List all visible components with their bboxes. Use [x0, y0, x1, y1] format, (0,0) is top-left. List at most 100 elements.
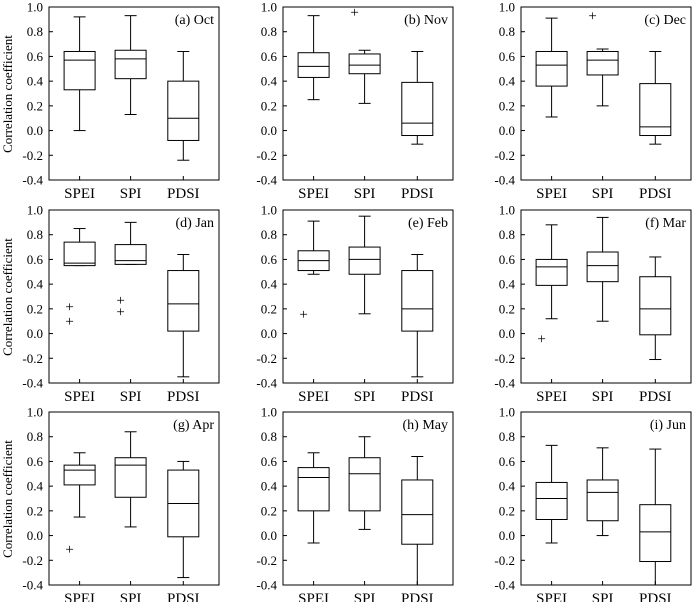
box-pdsi: [167, 80, 200, 141]
y-tick-label: -0.4: [256, 173, 277, 188]
y-tick-label: 0.2: [499, 98, 515, 113]
y-tick-label: -0.2: [22, 148, 43, 163]
y-tick-label: 0.2: [499, 301, 515, 316]
box-pdsi: [639, 83, 672, 137]
y-tick-label: -0.2: [256, 148, 277, 163]
box-spi: [114, 457, 147, 498]
box-spei: [297, 467, 330, 512]
y-tick-label: 0.6: [499, 454, 516, 469]
box-spi: [348, 457, 381, 512]
y-tick-label: 0.2: [261, 301, 277, 316]
category-label-spei: SPEI: [298, 186, 329, 202]
panel-title: (b) Nov: [404, 13, 448, 28]
panel-title: (a) Oct: [175, 13, 214, 28]
y-tick-label: 0.6: [261, 252, 278, 267]
y-tick-label: 0.4: [261, 74, 278, 89]
outlier-marker-spi: +: [116, 293, 124, 309]
outlier-marker-spi: +: [116, 304, 124, 320]
box-spei: [535, 481, 568, 521]
category-label-spei: SPEI: [536, 591, 567, 602]
category-label-spi: SPI: [120, 591, 142, 602]
box-spei: [63, 241, 96, 267]
y-tick-label: 0.2: [27, 98, 43, 113]
category-label-pdsi: PDSI: [167, 186, 200, 202]
category-label-pdsi: PDSI: [401, 389, 434, 405]
y-tick-label: 0.8: [499, 429, 515, 444]
box-spi: [586, 479, 619, 522]
y-tick-label: 0.4: [261, 277, 278, 292]
category-label-spi: SPI: [120, 389, 142, 405]
y-tick-label: -0.2: [256, 553, 277, 568]
y-tick-label: 0.8: [261, 24, 277, 39]
y-tick-label: 0.2: [261, 503, 277, 518]
box-spi: [348, 246, 381, 275]
y-tick-label: 0.8: [27, 429, 43, 444]
outlier-marker-spei: +: [537, 332, 545, 348]
y-tick-label: 0.8: [27, 24, 43, 39]
category-label-pdsi: PDSI: [639, 389, 672, 405]
y-tick-label: 0.0: [261, 326, 277, 341]
y-axis-label: Correlation coefficient: [0, 439, 15, 558]
y-tick-label: 0.4: [27, 479, 44, 494]
box-spei: [535, 50, 568, 87]
box-spei: [63, 464, 96, 486]
y-tick-label: 1.0: [27, 203, 43, 218]
y-tick-label: 0.6: [261, 49, 278, 64]
box-spei: [297, 52, 330, 78]
y-tick-label: 0.4: [261, 479, 278, 494]
y-tick-label: 0.0: [27, 528, 43, 543]
y-tick-label: 1.0: [27, 405, 43, 420]
box-spi: [114, 244, 147, 265]
y-tick-label: 0.4: [499, 479, 516, 494]
y-tick-label: -0.2: [22, 351, 43, 366]
category-label-spei: SPEI: [298, 591, 329, 602]
box-spi: [586, 251, 619, 283]
y-tick-label: 0.0: [261, 123, 277, 138]
y-tick-label: 0.6: [499, 49, 516, 64]
category-label-spei: SPEI: [298, 389, 329, 405]
y-tick-label: 0.0: [27, 123, 43, 138]
y-tick-label: 0.2: [499, 503, 515, 518]
y-tick-label: 1.0: [27, 0, 43, 15]
y-tick-label: 0.6: [261, 454, 278, 469]
y-tick-label: 0.8: [261, 429, 277, 444]
panel-title: (g) Apr: [173, 418, 214, 433]
box-spi: [586, 50, 619, 76]
category-label-spi: SPI: [354, 389, 376, 405]
y-axis-label: Correlation coefficient: [0, 237, 15, 356]
y-tick-label: -0.2: [22, 553, 43, 568]
panel-title: (d) Jan: [176, 216, 215, 231]
y-tick-label: -0.2: [494, 351, 515, 366]
y-tick-label: 0.2: [261, 98, 277, 113]
category-label-spi: SPI: [592, 186, 614, 202]
category-label-pdsi: PDSI: [639, 591, 672, 602]
category-label-spei: SPEI: [536, 186, 567, 202]
plot-frame: [520, 6, 692, 181]
y-tick-label: 1.0: [499, 405, 515, 420]
category-label-pdsi: PDSI: [639, 186, 672, 202]
box-spei: [535, 258, 568, 286]
outlier-marker-spei: +: [65, 299, 73, 315]
category-label-spei: SPEI: [64, 591, 95, 602]
category-label-pdsi: PDSI: [401, 186, 434, 202]
y-tick-label: 0.6: [499, 252, 516, 267]
y-tick-label: 1.0: [499, 203, 515, 218]
y-tick-label: 0.6: [27, 454, 44, 469]
plot-frame: [48, 6, 220, 181]
outlier-marker-spi: +: [588, 9, 596, 25]
y-tick-label: 0.0: [499, 123, 515, 138]
box-pdsi: [167, 270, 200, 332]
category-label-spi: SPI: [592, 591, 614, 602]
y-tick-label: -0.4: [256, 578, 277, 593]
y-tick-label: 1.0: [261, 405, 277, 420]
y-tick-label: 0.8: [261, 227, 277, 242]
category-label-spei: SPEI: [64, 186, 95, 202]
outlier-marker-spei: +: [65, 542, 73, 558]
y-tick-label: 1.0: [261, 203, 277, 218]
y-tick-label: -0.2: [494, 148, 515, 163]
plot-frame: [48, 209, 220, 384]
outlier-marker-spi: +: [350, 5, 358, 21]
y-tick-label: 0.0: [499, 528, 515, 543]
y-tick-label: -0.4: [494, 376, 515, 391]
